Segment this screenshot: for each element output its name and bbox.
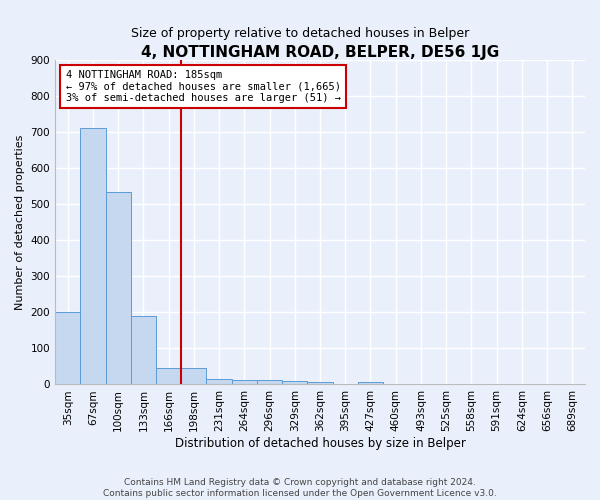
Bar [80, 128, 106, 384]
Y-axis label: Number of detached properties: Number of detached properties [15, 134, 25, 310]
Bar [358, 382, 383, 384]
Text: Size of property relative to detached houses in Belper: Size of property relative to detached ho… [131, 28, 469, 40]
X-axis label: Distribution of detached houses by size in Belper: Distribution of detached houses by size … [175, 437, 466, 450]
Bar [232, 380, 257, 384]
Bar [206, 379, 232, 384]
Bar [181, 368, 206, 384]
Bar [131, 316, 156, 384]
Title: 4, NOTTINGHAM ROAD, BELPER, DE56 1JG: 4, NOTTINGHAM ROAD, BELPER, DE56 1JG [141, 45, 499, 60]
Bar [106, 192, 131, 384]
Bar [282, 381, 307, 384]
Bar [307, 382, 332, 384]
Text: 4 NOTTINGHAM ROAD: 185sqm
← 97% of detached houses are smaller (1,665)
3% of sem: 4 NOTTINGHAM ROAD: 185sqm ← 97% of detac… [65, 70, 341, 103]
Text: Contains HM Land Registry data © Crown copyright and database right 2024.
Contai: Contains HM Land Registry data © Crown c… [103, 478, 497, 498]
Bar [55, 312, 80, 384]
Bar [156, 368, 181, 384]
Bar [257, 380, 282, 384]
